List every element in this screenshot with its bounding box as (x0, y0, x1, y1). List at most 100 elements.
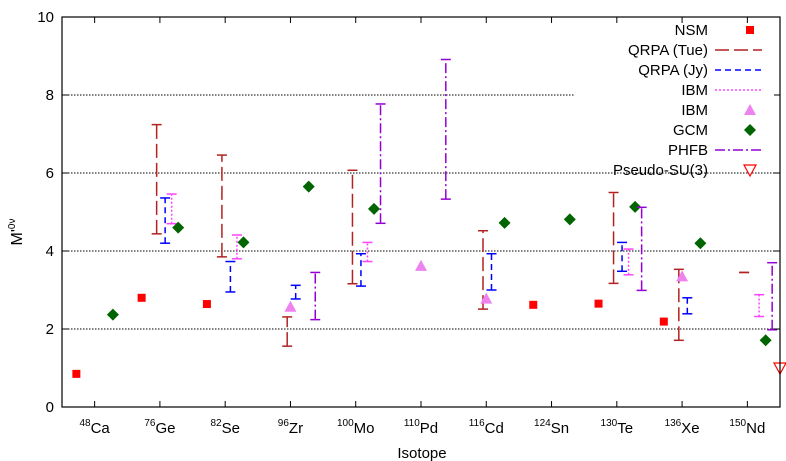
x-tick-label-ca: 48Ca (79, 418, 110, 437)
range-qrpa-tue-se (216, 154, 227, 258)
point-ibm-pd (415, 259, 427, 271)
range-qrpa-jy-xe (682, 297, 693, 315)
element-symbol: Mo (354, 420, 375, 437)
point-nsm-xe (659, 317, 668, 326)
element-symbol: Zr (289, 420, 303, 437)
y-tick-label: 8 (46, 87, 54, 104)
x-tick-label-mo: 100Mo (337, 418, 375, 437)
range-qrpa-tue-zr (282, 316, 293, 347)
x-tick-label-se: 82Se (210, 418, 239, 437)
point-ibm-xe (676, 270, 689, 282)
x-tick-label-te: 130Te (601, 418, 634, 437)
legend-swatch-ibm-4 (744, 104, 756, 115)
point-gcm-mo (368, 202, 381, 215)
range-qrpa-jy-ge (160, 197, 171, 244)
range-phfb-zr (310, 271, 321, 321)
mass-number: 100 (337, 418, 354, 429)
mass-number: 110 (404, 418, 420, 429)
point-nsm-ca (72, 369, 81, 378)
y-tick-label: 2 (46, 321, 54, 338)
legend-label-gcm-5: GCM (673, 122, 708, 139)
range-phfb-pd (440, 58, 451, 200)
legend-label-nsm-0: NSM (675, 22, 708, 39)
point-gcm-ge (172, 221, 185, 234)
range-qrpa-jy-zr (290, 284, 301, 300)
range-ibm-mo (362, 241, 373, 263)
legend-label-pseudo-su-3-7: Pseudo-SU(3) (613, 162, 708, 179)
point-ibm-cd (480, 292, 493, 304)
range-qrpa-tue-ge (151, 123, 162, 235)
x-tick-label-cd: 116Cd (469, 418, 504, 437)
y-axis: 0 2 4 6 8 10 (37, 9, 780, 416)
series-ibm-3 (166, 193, 765, 318)
y-tick-label: 6 (46, 165, 54, 182)
range-ibm-te (623, 248, 634, 276)
point-nsm-se (202, 300, 211, 309)
x-tick-label-sn: 124Sn (534, 418, 569, 437)
series-layer (72, 58, 786, 378)
y-tick-label: 10 (37, 9, 54, 26)
range-ibm-nd (754, 293, 765, 318)
element-symbol: Ge (155, 420, 175, 437)
x-tick-label-xe: 136Xe (665, 418, 700, 437)
legend-swatch-nsm-0 (746, 26, 754, 34)
legend-swatch-pseudo-su-3-7 (742, 164, 758, 178)
y-tick-label: 0 (46, 399, 54, 416)
element-symbol: Te (617, 420, 633, 437)
range-qrpa-tue-mo (347, 169, 358, 285)
mass-number: 82 (210, 418, 222, 429)
range-qrpa-jy-te (617, 241, 628, 273)
point-gcm-ca (106, 308, 119, 321)
x-axis-label: Isotope (397, 445, 446, 461)
mass-number: 116 (469, 418, 485, 429)
point-ibm-zr (284, 300, 297, 312)
legend-label-ibm-3: IBM (681, 82, 708, 99)
element-symbol: Ca (91, 420, 111, 437)
range-phfb-nd (767, 261, 778, 331)
mass-number: 150 (729, 418, 746, 429)
x-tick-label-pd: 110Pd (404, 418, 438, 437)
legend: NSM QRPA (Tue) QRPA (Jy) IBM IBM GCM PHFB Pseud… (613, 22, 762, 179)
mass-number: 48 (79, 418, 91, 429)
range-qrpa-jy-cd (486, 252, 497, 291)
point-nsm-sn (529, 300, 538, 309)
range-phfb-te (636, 206, 647, 292)
series-nsm-0 (72, 293, 668, 378)
range-qrpa-jy-mo (355, 252, 366, 287)
range-phfb-mo (375, 103, 386, 225)
element-symbol: Nd (746, 420, 765, 437)
element-symbol: Sn (551, 420, 569, 437)
range-qrpa-tue-te (608, 191, 619, 285)
point-nsm-ge (137, 293, 146, 302)
range-ibm-ge (166, 193, 177, 225)
point-gcm-zr (302, 180, 315, 193)
series-gcm-5 (106, 180, 772, 347)
legend-label-qrpa-tue-1: QRPA (Tue) (628, 42, 708, 59)
mass-number: 130 (601, 418, 618, 429)
element-symbol: Cd (485, 420, 504, 437)
mass-number: 136 (665, 418, 682, 429)
mass-number: 96 (278, 418, 290, 429)
element-symbol: Se (222, 420, 240, 437)
range-qrpa-tue-cd (478, 229, 489, 310)
series-qrpa-jy-2 (160, 197, 693, 315)
point-gcm-se (237, 236, 250, 249)
mass-number: 124 (534, 418, 551, 429)
range-qrpa-jy-se (225, 260, 236, 293)
legend-swatch-gcm-5 (744, 124, 756, 136)
range-ibm-se (231, 234, 242, 260)
x-tick-label-ge: 76Ge (144, 418, 175, 437)
legend-label-ibm-4: IBM (681, 102, 708, 119)
point-gcm-te (629, 200, 642, 213)
y-axis-label: M'0ν (7, 219, 26, 246)
x-tick-label-nd: 150Nd (729, 418, 765, 437)
x-axis: 48Ca 76Ge 82Se 96Zr 100Mo 110Pd 116Cd 124Sn 130T… (79, 17, 765, 437)
element-symbol: Xe (681, 420, 699, 437)
series-qrpa-tue-1 (151, 123, 750, 347)
legend-label-phfb-6: PHFB (668, 142, 708, 159)
point-gcm-sn (563, 213, 576, 226)
y-tick-label: 4 (46, 243, 54, 260)
point-gcm-nd (759, 334, 772, 347)
point-gcm-cd (498, 216, 511, 229)
